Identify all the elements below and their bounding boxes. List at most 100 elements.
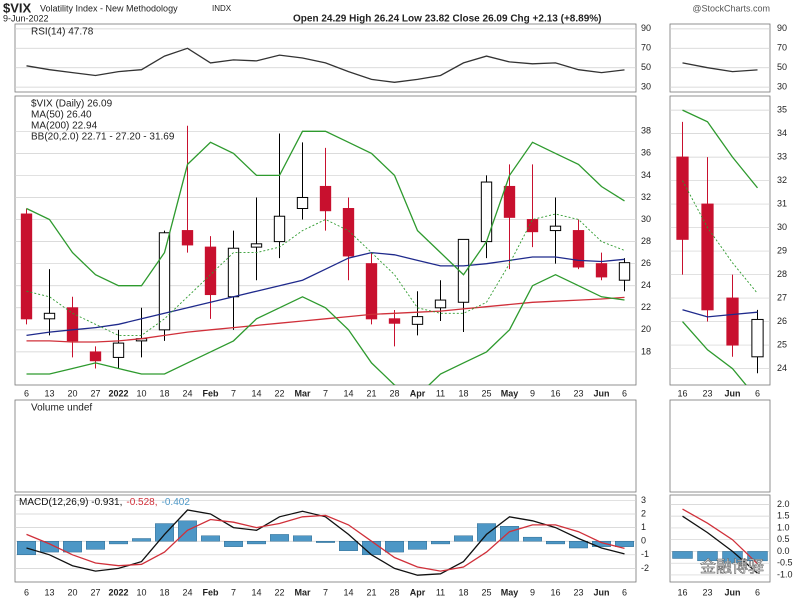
legend-entry: RSI(14) 47.78 [31,27,94,38]
series-line [682,515,758,574]
x-tick-label: Feb [202,587,219,597]
candle-body [526,219,539,233]
series-line [26,47,625,83]
y-tick-label: 34 [641,170,651,180]
y-tick-label: 25 [777,339,787,349]
x-tick-label: 6 [24,587,29,597]
exchange: INDX [212,4,232,13]
x-tick-label: Mar [294,587,311,597]
y-tick-label: 22 [641,302,651,312]
candle-body [411,316,424,325]
x-tick-label: 20 [67,587,77,597]
y-tick-label: 30 [777,222,787,232]
legend: MACD(12,26,9) -0.931, -0.528, -0.402 [19,497,190,508]
x-tick-label: Jun [593,388,609,398]
series-line [682,508,758,565]
y-tick-label: 28 [641,236,651,246]
series-line [26,296,625,343]
y-tick-label: -0.5 [777,558,793,568]
date: 9-Jun-2022 [3,13,49,23]
histogram-bar [569,541,588,549]
legend-entry: MACD(12,26,9) -0.931, [19,497,122,508]
y-tick-label: 90 [777,23,787,33]
x-tick-label: Apr [410,587,426,597]
x-tick-label: 23 [573,388,583,398]
x-tick-label: 9 [530,587,535,597]
plot [672,508,768,574]
histogram-bar [86,541,105,550]
histogram-bar [132,538,151,542]
x-tick-label: May [501,587,519,597]
x-tick-label: 25 [481,587,491,597]
y-tick-label: 35 [777,104,787,114]
y-tick-label: 24 [641,280,651,290]
candle-body [342,208,355,257]
candle-body [20,213,33,320]
x-tick-label: 6 [755,388,760,398]
y-tick-label: 33 [777,151,787,161]
histogram-bar [697,551,718,562]
y-tick-label: 26 [641,258,651,268]
y-tick-label: 30 [777,82,787,92]
x-tick-label: May [501,388,519,398]
histogram-bar [201,535,220,542]
histogram-bar [270,534,289,542]
x-tick-label: Jun [724,587,740,597]
x-tick-label: Jun [593,587,609,597]
candle-body [112,342,125,358]
y-tick-label: 26 [777,316,787,326]
y-tick-label: 90 [641,23,651,33]
y-tick-label: 3 [641,495,646,505]
candle-body [66,307,79,342]
y-tick-label: 2 [641,508,646,518]
x-tick-label: 27 [90,388,100,398]
x-tick-label: 28 [389,388,399,398]
y-tick-label: 32 [641,192,651,202]
candle-body [595,263,608,278]
watermark: 金融博驿 [700,558,764,576]
panel-frame [14,494,637,583]
x-tick-label: 24 [182,388,192,398]
x-tick-label: Mar [294,388,311,398]
candle-body [273,215,286,243]
panel-title: Volume undef [31,403,92,414]
histogram-bar [523,536,542,542]
candle-body [549,225,562,232]
y-tick-label: 50 [777,62,787,72]
y-tick-label: 29 [777,245,787,255]
candle-body [572,230,585,268]
plot [26,47,625,83]
panel-frame [14,23,637,93]
x-tick-label: 11 [436,587,445,597]
y-tick-label: 70 [641,43,651,53]
panel-frame [669,23,771,93]
x-tick-label: 7 [323,388,328,398]
candle-body [319,185,332,212]
y-tick-label: 2.0 [777,499,790,509]
histogram-bar [316,541,335,543]
x-tick-label: 18 [159,388,169,398]
legend-entry: MA(200) 22.94 [31,121,98,132]
series-line [682,62,758,73]
source: @StockCharts.com [692,3,770,13]
histogram-bar [672,551,693,559]
plot [682,62,758,73]
candle-body [676,156,689,240]
histogram-bar [247,541,266,545]
x-tick-label: 18 [159,587,169,597]
y-tick-label: 20 [641,324,651,334]
y-tick-label: 36 [641,148,651,158]
symbol: $VIX [3,0,32,15]
y-tick-label: 1 [641,522,646,532]
histogram-bar [477,523,496,542]
x-tick-label: 14 [343,388,353,398]
panel-frame [14,399,637,493]
histogram-bar [747,551,768,562]
y-tick-label: -1.0 [777,569,793,579]
x-tick-label: 28 [389,587,399,597]
plot [676,109,764,385]
x-tick-label: 21 [366,587,376,597]
x-tick-label: 18 [458,587,468,597]
